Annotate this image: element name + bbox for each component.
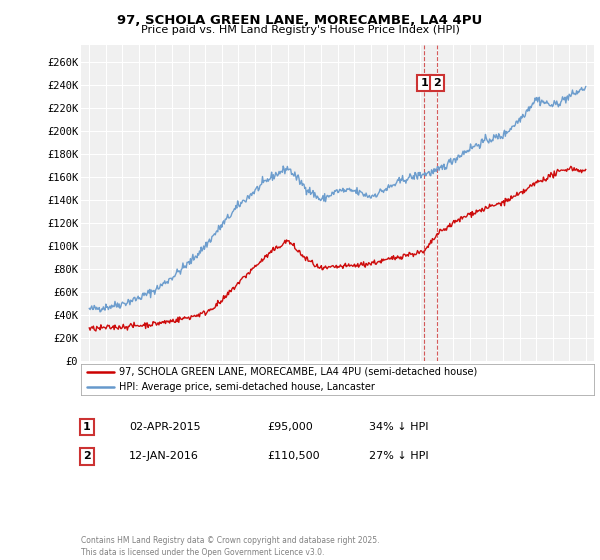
Text: 97, SCHOLA GREEN LANE, MORECAMBE, LA4 4PU: 97, SCHOLA GREEN LANE, MORECAMBE, LA4 4P… — [118, 14, 482, 27]
Text: 12-JAN-2016: 12-JAN-2016 — [129, 451, 199, 461]
Text: 1: 1 — [421, 78, 428, 88]
Text: HPI: Average price, semi-detached house, Lancaster: HPI: Average price, semi-detached house,… — [119, 382, 376, 392]
Text: 2: 2 — [434, 78, 442, 88]
Text: 27% ↓ HPI: 27% ↓ HPI — [369, 451, 428, 461]
Text: £110,500: £110,500 — [267, 451, 320, 461]
Text: 97, SCHOLA GREEN LANE, MORECAMBE, LA4 4PU (semi-detached house): 97, SCHOLA GREEN LANE, MORECAMBE, LA4 4P… — [119, 367, 478, 377]
Text: Price paid vs. HM Land Registry's House Price Index (HPI): Price paid vs. HM Land Registry's House … — [140, 25, 460, 35]
Text: 02-APR-2015: 02-APR-2015 — [129, 422, 200, 432]
Text: Contains HM Land Registry data © Crown copyright and database right 2025.
This d: Contains HM Land Registry data © Crown c… — [81, 536, 380, 557]
Text: £95,000: £95,000 — [267, 422, 313, 432]
Text: 2: 2 — [83, 451, 91, 461]
Text: 34% ↓ HPI: 34% ↓ HPI — [369, 422, 428, 432]
Text: 1: 1 — [83, 422, 91, 432]
